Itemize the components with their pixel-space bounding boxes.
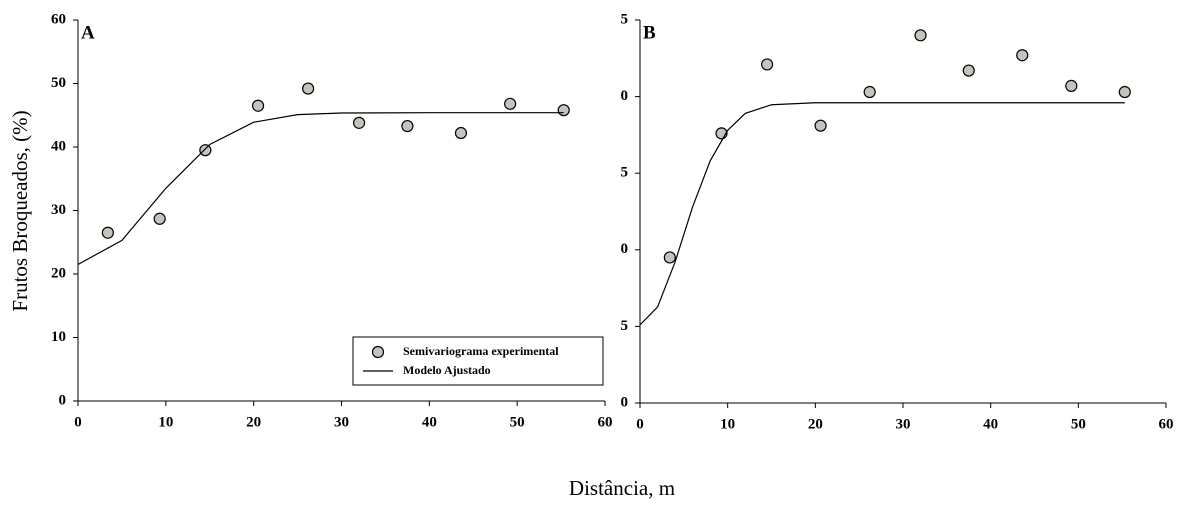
y-tick-label: 60	[51, 11, 66, 27]
x-axis-title: Distância, m	[569, 476, 675, 500]
x-tick-label: 30	[334, 414, 349, 430]
x-tick-label: 20	[246, 414, 261, 430]
x-tick-label: 40	[983, 416, 998, 432]
y-tick-label: 50	[51, 75, 66, 91]
x-tick-label: 50	[510, 414, 525, 430]
data-point	[663, 251, 676, 264]
x-tick-label: 20	[808, 416, 823, 432]
data-point	[401, 119, 414, 133]
data-point	[1118, 85, 1131, 99]
data-point	[352, 116, 366, 129]
panel-label: B	[643, 22, 656, 43]
x-tick-label: 40	[422, 414, 437, 430]
y-tick-label: 0	[59, 392, 67, 408]
data-point	[814, 119, 827, 132]
y-tick-label: 0	[621, 241, 629, 257]
x-tick-label: 60	[1159, 416, 1174, 432]
data-point	[504, 97, 517, 110]
data-point	[1065, 79, 1078, 92]
legend-label: Modelo Ajustado	[403, 363, 491, 377]
data-point	[962, 64, 975, 77]
data-point	[454, 126, 468, 140]
y-tick-label: 20	[51, 265, 66, 281]
y-tick-label: 5	[621, 11, 629, 27]
x-tick-label: 60	[598, 414, 613, 430]
legend-box	[352, 336, 604, 386]
fit-line	[77, 112, 564, 266]
data-point	[199, 144, 212, 157]
panel-label: A	[81, 22, 95, 43]
data-point	[302, 82, 315, 95]
x-tick-label: 30	[896, 416, 911, 432]
legend-marker	[371, 345, 385, 359]
data-point	[914, 29, 927, 42]
y-tick-label: 5	[621, 165, 629, 181]
data-point	[557, 104, 570, 117]
y-axis-title: Frutos Broqueados, (%)	[8, 110, 32, 311]
data-point	[153, 212, 166, 225]
legend-label: Semivariograma experimental	[403, 344, 559, 358]
x-tick-label: 0	[636, 416, 644, 432]
y-tick-label: 10	[51, 329, 66, 345]
x-tick-label: 0	[74, 414, 82, 430]
data-point	[863, 85, 876, 99]
x-tick-label: 50	[1071, 416, 1086, 432]
y-tick-label: 5	[621, 318, 629, 334]
y-tick-label: 40	[51, 138, 66, 154]
x-tick-label: 10	[158, 414, 173, 430]
fit-line	[639, 102, 1125, 326]
data-point	[251, 99, 265, 112]
y-tick-label: 0	[621, 394, 629, 410]
y-tick-label: 30	[51, 202, 66, 218]
data-point	[1016, 49, 1029, 62]
x-tick-label: 10	[720, 416, 735, 432]
data-point	[101, 226, 114, 239]
y-tick-label: 0	[621, 88, 629, 104]
data-point	[761, 58, 774, 71]
